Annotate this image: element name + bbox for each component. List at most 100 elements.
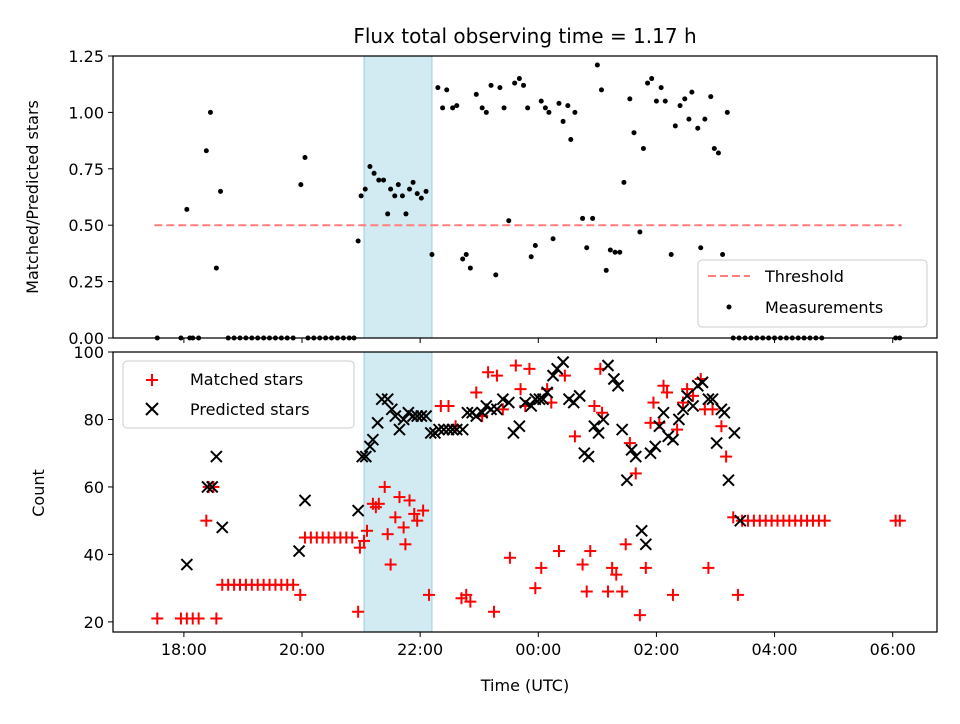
matched-stars-point xyxy=(411,514,424,527)
measurement-point xyxy=(497,85,503,91)
measurement-point xyxy=(627,96,633,102)
measurement-point xyxy=(538,98,544,104)
measurement-point xyxy=(572,109,578,115)
measurement-point xyxy=(418,195,424,201)
bottom-xtick-label: 20:00 xyxy=(279,640,325,659)
matched-stars-point xyxy=(490,369,503,382)
matched-stars-point xyxy=(358,534,371,547)
predicted-stars-point xyxy=(639,538,653,551)
predicted-stars-point xyxy=(601,359,615,372)
predicted-stars-point xyxy=(298,494,312,507)
measurement-point xyxy=(580,215,586,221)
measurement-point xyxy=(429,252,435,258)
bottom-xtick-label: 18:00 xyxy=(161,640,207,659)
predicted-stars-point xyxy=(620,473,634,487)
measurement-point xyxy=(367,164,373,170)
legend-predicted-label: Predicted stars xyxy=(190,400,310,419)
measurement-point xyxy=(715,150,721,156)
matched-stars-point xyxy=(389,511,402,524)
predicted-stars-point xyxy=(210,450,223,463)
predicted-stars-point xyxy=(180,558,194,571)
measurement-point xyxy=(550,236,556,242)
matched-stars-point xyxy=(606,561,619,574)
predicted-stars-point xyxy=(437,423,450,436)
matched-stars-point xyxy=(287,578,300,591)
top-ytick-label: 1.00 xyxy=(68,103,104,122)
measurement-point xyxy=(488,82,494,88)
matched-stars-point xyxy=(352,605,365,618)
matched-stars-point xyxy=(460,588,473,601)
predicted-stars-point xyxy=(696,376,709,389)
predicted-stars-point xyxy=(502,396,515,409)
measurement-point xyxy=(653,98,659,104)
matched-stars-point xyxy=(408,507,421,520)
bottom-ytick-label: 40 xyxy=(84,545,104,564)
measurement-point xyxy=(298,182,304,188)
measurement-point xyxy=(395,182,401,188)
predicted-stars-point xyxy=(381,393,394,406)
measurement-point xyxy=(698,245,704,251)
predicted-stars-point xyxy=(629,450,642,463)
measurement-point xyxy=(388,186,394,192)
matched-stars-point xyxy=(619,538,632,551)
predicted-stars-point xyxy=(540,386,554,399)
predicted-stars-point xyxy=(432,423,446,436)
matched-stars-point xyxy=(514,383,527,396)
matched-stars-point xyxy=(151,612,164,625)
bottom-xtick-label: 22:00 xyxy=(397,640,443,659)
top-ytick-label: 0.00 xyxy=(68,329,104,348)
predicted-stars-point xyxy=(728,426,741,440)
measurement-point xyxy=(407,186,413,192)
top-ytick-label: 1.25 xyxy=(68,47,104,66)
matched-stars-point xyxy=(671,423,684,436)
matched-stars-point xyxy=(731,588,744,601)
top-ytick-label: 0.75 xyxy=(68,160,104,179)
legend-predicted-swatch xyxy=(145,402,159,416)
matched-stars-point xyxy=(681,383,694,396)
measurement-point xyxy=(213,265,219,271)
predicted-stars-point xyxy=(450,423,463,436)
matched-stars-point xyxy=(633,609,646,622)
bottom-xtick-label: 04:00 xyxy=(752,640,798,659)
top-plot: Flux total observing time = 1.17 h Match… xyxy=(23,24,938,348)
measurement-point xyxy=(371,170,377,176)
measurement-point xyxy=(483,109,489,115)
predicted-stars-point xyxy=(588,420,601,433)
matched-stars-point xyxy=(403,494,416,507)
bottom-ytick-label: 60 xyxy=(84,478,104,497)
measurement-point xyxy=(444,87,450,93)
matched-stars-point xyxy=(529,582,542,595)
measurement-point xyxy=(677,103,683,109)
predicted-stars-point xyxy=(351,504,365,517)
top-plot-marks xyxy=(154,55,903,341)
matched-stars-point xyxy=(580,585,593,598)
matched-stars-point xyxy=(657,379,670,392)
measurement-point xyxy=(720,252,726,258)
predicted-stars-point xyxy=(556,355,570,369)
measurement-point xyxy=(440,105,446,111)
legend-measurements-label: Measurements xyxy=(765,298,883,317)
measurement-point xyxy=(362,186,368,192)
predicted-stars-point xyxy=(424,426,437,440)
matched-stars-point xyxy=(610,568,623,581)
matched-stars-point xyxy=(706,403,719,416)
matched-stars-point xyxy=(384,558,397,571)
measurement-point xyxy=(358,193,364,199)
predicted-stars-point xyxy=(366,433,380,446)
predicted-stars-point xyxy=(446,423,459,436)
measurement-point xyxy=(568,136,574,142)
measurement-point xyxy=(467,265,473,271)
bottom-plot: Count Time (UTC) 20 40 60 80 100 18:00 20:00 22… xyxy=(29,343,938,695)
predicted-stars-point xyxy=(573,389,586,403)
bottom-ytick-label: 80 xyxy=(84,410,104,429)
measurement-point xyxy=(528,254,534,260)
bottom-legend-box xyxy=(122,360,355,429)
matched-stars-point xyxy=(294,588,307,601)
measurement-point xyxy=(617,249,623,255)
top-plot-frame xyxy=(112,55,938,339)
measurement-point xyxy=(682,96,688,102)
matched-stars-point xyxy=(496,403,509,416)
predicted-stars-point xyxy=(363,440,377,453)
predicted-stars-point xyxy=(371,416,384,430)
matched-stars-point xyxy=(397,521,410,534)
